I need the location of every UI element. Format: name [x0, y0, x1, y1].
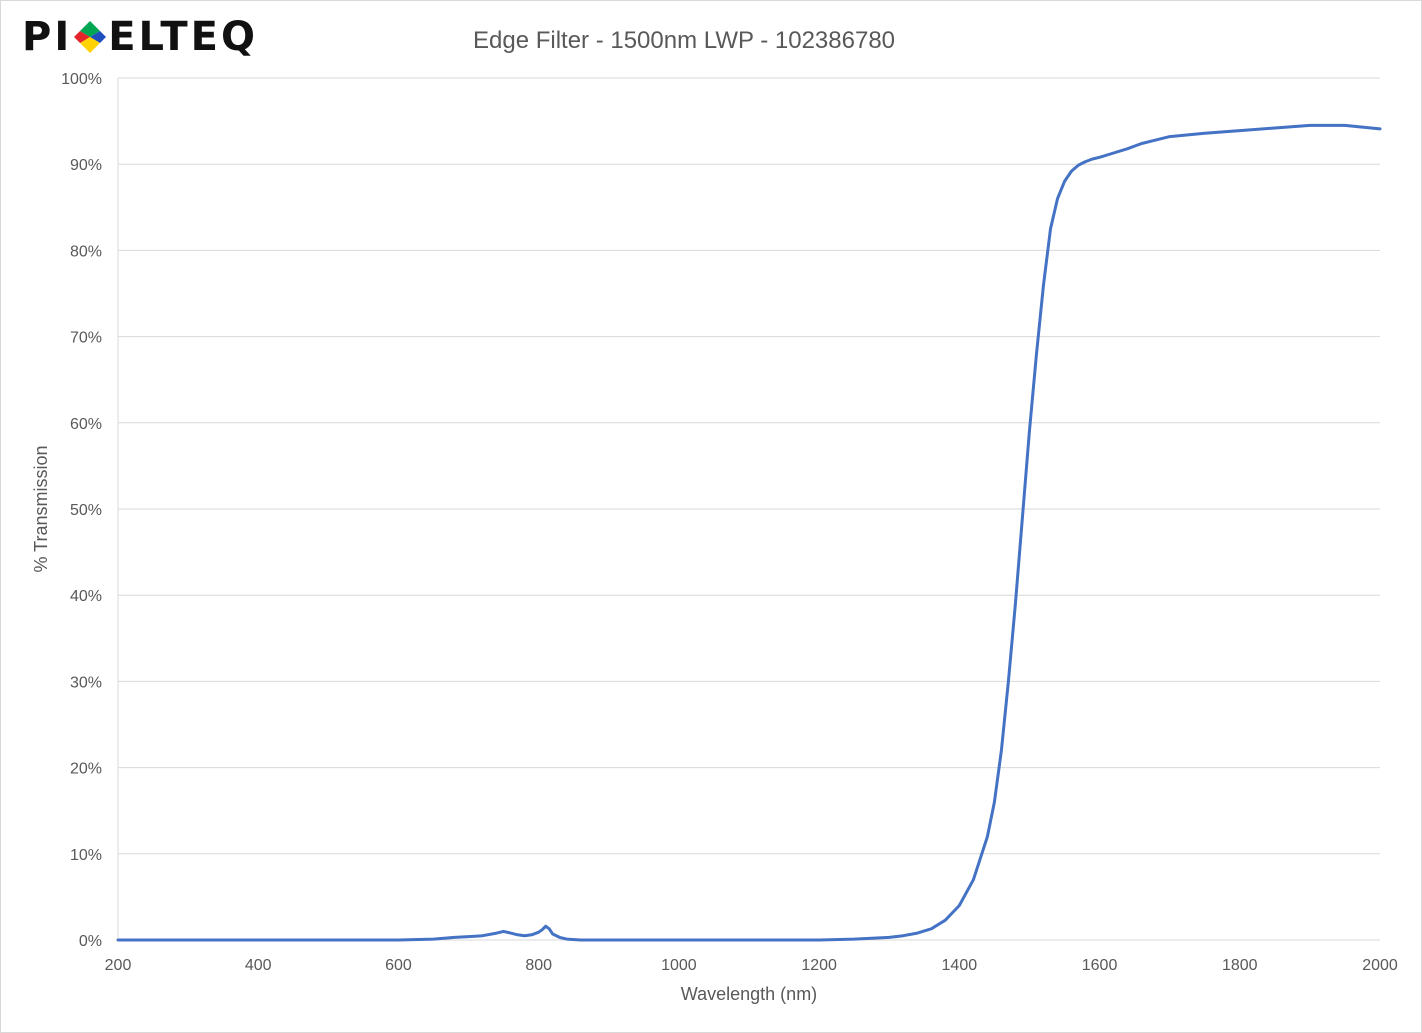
- y-tick-label: 100%: [61, 71, 102, 88]
- x-tick-labels: 200 400 600 800 1000 1200 1400 1600 1800 2000: [105, 957, 1398, 974]
- y-axis-title: % Transmission: [31, 445, 51, 572]
- y-tick-label: 70%: [70, 330, 102, 347]
- y-tick-label: 50%: [70, 502, 102, 519]
- gridlines: [117, 77, 1380, 941]
- chart-title: Edge Filter - 1500nm LWP - 102386780: [473, 27, 895, 54]
- x-tick-label: 1000: [661, 957, 697, 974]
- x-axis-title: Wavelength (nm): [681, 984, 817, 1004]
- y-tick-label: 60%: [70, 416, 102, 433]
- y-tick-label: 40%: [70, 588, 102, 605]
- y-tick-label: 90%: [70, 157, 102, 174]
- logo-mark-left: [74, 31, 91, 43]
- x-tick-label: 800: [525, 957, 552, 974]
- logo-x-mark-icon: [74, 21, 107, 53]
- y-tick-label: 80%: [70, 243, 102, 260]
- x-tick-label: 1200: [801, 957, 837, 974]
- y-tick-label: 30%: [70, 674, 102, 691]
- logo-mark-bottom: [80, 37, 101, 53]
- logo-mark-right: [90, 31, 107, 43]
- transmission-series-line: [116, 123, 1382, 942]
- x-tick-label: 400: [245, 957, 272, 974]
- x-tick-label: 1800: [1222, 957, 1258, 974]
- x-tick-label: 2000: [1362, 957, 1398, 974]
- y-tick-labels: 0% 10% 20% 30% 40% 50% 60% 70% 80% 90% 100%: [61, 71, 102, 950]
- x-tick-label: 600: [385, 957, 412, 974]
- brand-logo: PI ELTEQ: [22, 12, 258, 62]
- x-tick-label: 1600: [1082, 957, 1118, 974]
- x-tick-label: 200: [105, 957, 132, 974]
- logo-text-left: PI: [22, 14, 73, 60]
- y-tick-label: 0%: [79, 933, 102, 950]
- y-tick-label: 20%: [70, 761, 102, 778]
- x-tick-label: 1400: [942, 957, 978, 974]
- logo-text-right: ELTEQ: [108, 14, 259, 60]
- y-tick-label: 10%: [70, 847, 102, 864]
- logo-mark-top: [80, 21, 101, 37]
